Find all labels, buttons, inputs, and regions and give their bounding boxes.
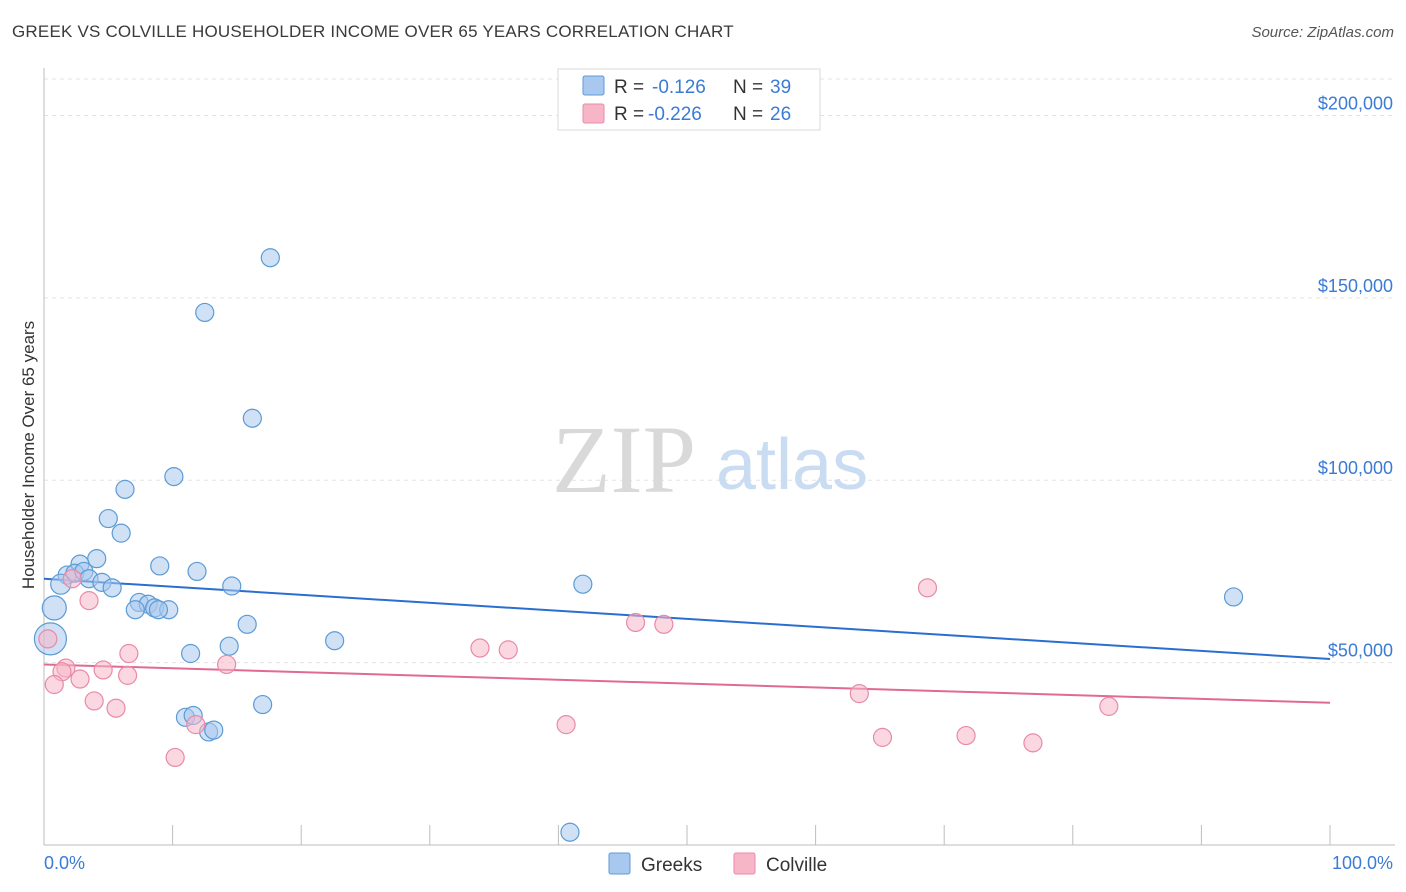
y-axis-title: Householder Income Over 65 years bbox=[19, 321, 38, 589]
point-colville bbox=[625, 612, 646, 633]
x-tick-max: 100.0% bbox=[1332, 853, 1393, 873]
trend-line-greeks bbox=[43, 577, 1331, 660]
point-greeks bbox=[98, 508, 118, 529]
point-greeks bbox=[125, 600, 145, 620]
point-colville bbox=[849, 684, 869, 704]
legend-r-label-greeks: R = bbox=[614, 77, 644, 98]
chart-title: GREEK VS COLVILLE HOUSEHOLDER INCOME OVE… bbox=[12, 22, 734, 41]
bottom-legend-swatch-greeks bbox=[608, 852, 631, 875]
point-greeks bbox=[560, 822, 580, 842]
point-colville bbox=[106, 698, 126, 718]
y-tick-label: $50,000 bbox=[1328, 641, 1393, 661]
point-greeks bbox=[253, 694, 273, 715]
point-greeks bbox=[237, 614, 257, 634]
point-colville bbox=[217, 654, 237, 675]
point-colville bbox=[470, 638, 490, 658]
point-colville bbox=[44, 674, 64, 695]
point-greeks bbox=[181, 643, 201, 664]
point-colville bbox=[38, 629, 58, 649]
point-colville bbox=[165, 747, 185, 768]
point-colville bbox=[556, 715, 576, 735]
y-tick-labels: $50,000 $100,000 $150,000 $200,000 bbox=[1318, 93, 1393, 660]
bottom-legend-label-colville: Colville bbox=[766, 855, 827, 876]
point-greeks bbox=[204, 720, 224, 740]
legend-r-value-colville: -0.226 bbox=[648, 104, 702, 125]
point-colville bbox=[119, 643, 139, 664]
y-tick-label: $200,000 bbox=[1318, 93, 1393, 113]
legend-n-value-greeks: 39 bbox=[770, 77, 791, 98]
legend-n-label-greeks: N = bbox=[733, 77, 763, 98]
point-greeks bbox=[148, 600, 169, 620]
point-greeks bbox=[164, 466, 184, 487]
legend-swatch-colville bbox=[582, 103, 605, 124]
point-greeks bbox=[195, 302, 215, 323]
watermark-atlas: atlas bbox=[716, 425, 868, 505]
grid-lines bbox=[44, 78, 1395, 664]
point-colville bbox=[872, 727, 893, 747]
point-colville bbox=[93, 660, 113, 680]
point-greeks bbox=[111, 523, 131, 543]
source-label: Source: ZipAtlas.com bbox=[1251, 24, 1394, 41]
point-greeks bbox=[102, 578, 122, 598]
point-colville bbox=[117, 665, 138, 685]
legend-n-label-colville: N = bbox=[733, 104, 763, 125]
point-colville bbox=[79, 591, 99, 611]
point-colville bbox=[654, 614, 674, 634]
y-tick-label: $100,000 bbox=[1318, 458, 1393, 478]
bottom-legend-label-greeks: Greeks bbox=[641, 855, 702, 876]
point-greeks bbox=[187, 561, 207, 582]
data-points bbox=[33, 248, 1244, 842]
point-greeks bbox=[150, 556, 170, 576]
point-colville bbox=[186, 715, 206, 735]
point-greeks bbox=[115, 479, 135, 499]
point-greeks bbox=[325, 631, 345, 651]
point-colville bbox=[498, 640, 518, 660]
bottom-legend-swatch-colville bbox=[733, 852, 756, 875]
point-colville bbox=[62, 569, 82, 589]
point-colville bbox=[84, 691, 104, 711]
legend: R = -0.126 N = 39 R = -0.226 N = 26 bbox=[557, 68, 821, 131]
trend-lines bbox=[43, 577, 1331, 704]
legend-n-value-colville: 26 bbox=[770, 104, 791, 125]
point-greeks bbox=[222, 576, 242, 596]
point-greeks bbox=[242, 408, 262, 428]
point-greeks bbox=[41, 595, 67, 621]
legend-swatch-greeks bbox=[582, 75, 605, 96]
point-colville bbox=[917, 578, 938, 598]
y-tick-label: $150,000 bbox=[1318, 276, 1393, 296]
point-colville bbox=[1099, 696, 1119, 716]
point-greeks bbox=[260, 248, 280, 268]
watermark-zip: ZIP bbox=[552, 406, 696, 513]
legend-r-label-colville: R = bbox=[614, 104, 644, 125]
point-colville bbox=[70, 669, 90, 689]
trend-line-colville bbox=[43, 663, 1331, 704]
point-greeks bbox=[573, 574, 593, 594]
point-greeks bbox=[1223, 587, 1244, 607]
legend-r-value-greeks: -0.126 bbox=[652, 77, 706, 98]
point-greeks bbox=[219, 636, 239, 656]
point-colville bbox=[1023, 733, 1043, 753]
bottom-legend: Greeks Colville bbox=[608, 852, 827, 876]
point-colville bbox=[956, 725, 976, 746]
axes bbox=[43, 68, 1395, 846]
x-tick-min: 0.0% bbox=[44, 853, 85, 873]
